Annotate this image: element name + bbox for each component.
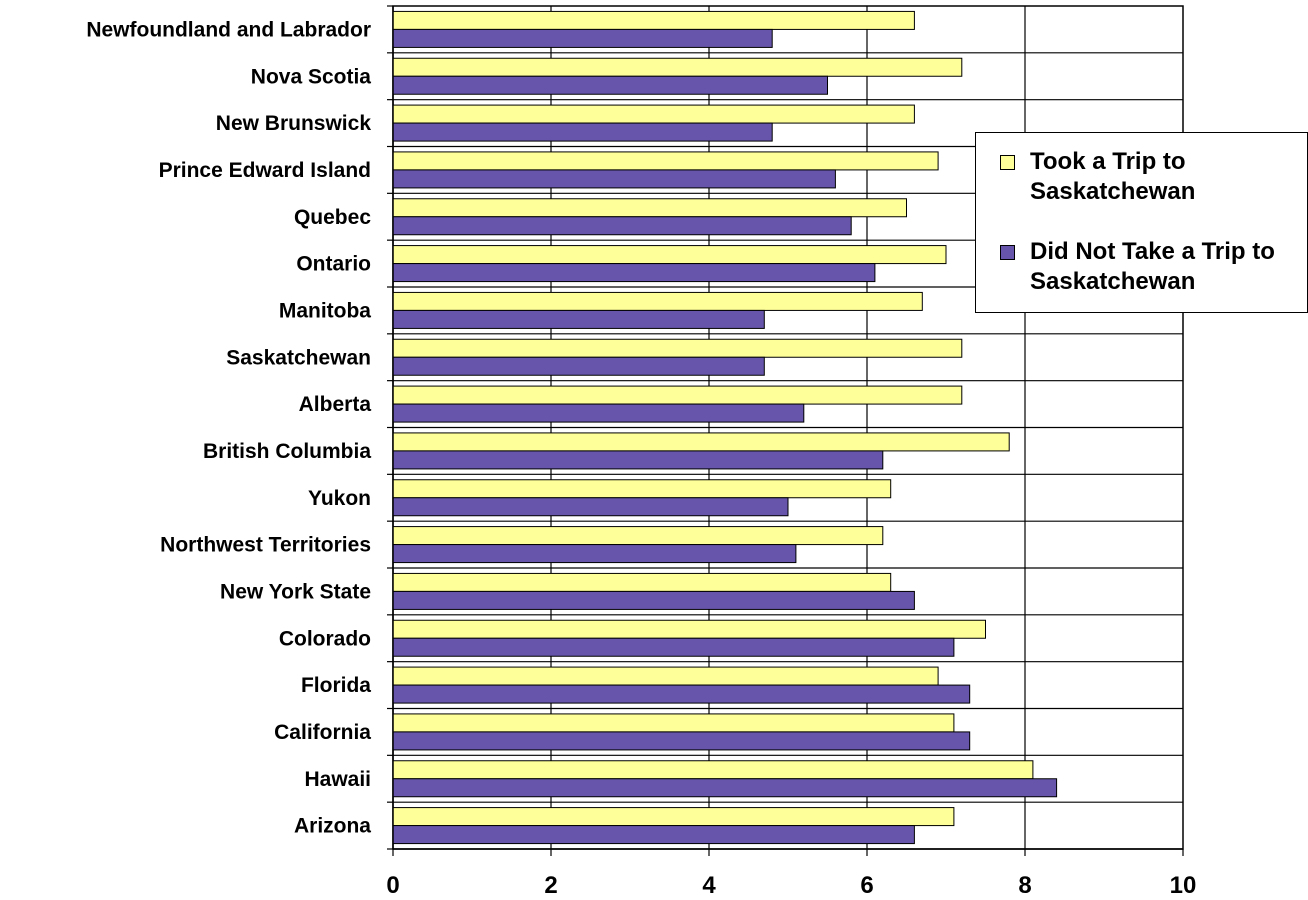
bar-nova-scotia-took-trip	[392, 57, 963, 77]
category-label-newfoundland-and-labrador: Newfoundland and Labrador	[86, 18, 371, 41]
bar-colorado-did-not-take-trip	[392, 637, 955, 657]
category-label-new-brunswick: New Brunswick	[216, 112, 372, 135]
bar-northwest-territories-took-trip	[392, 526, 884, 546]
bar-manitoba-took-trip	[392, 291, 923, 311]
x-tick-label-8: 8	[1018, 872, 1031, 899]
legend-swatch-did-not-take-trip	[1000, 245, 1015, 260]
x-tick-label-4: 4	[702, 872, 716, 899]
bar-nova-scotia-did-not-take-trip	[392, 75, 828, 95]
bar-hawaii-took-trip	[392, 760, 1034, 780]
bar-northwest-territories-did-not-take-trip	[392, 544, 797, 564]
category-label-yukon: Yukon	[308, 487, 371, 510]
category-label-saskatchewan: Saskatchewan	[226, 346, 371, 369]
bar-saskatchewan-did-not-take-trip	[392, 356, 765, 376]
category-label-quebec: Quebec	[294, 206, 371, 229]
bar-british-columbia-took-trip	[392, 432, 1010, 452]
bars	[392, 10, 1058, 845]
legend-swatch-took-trip	[1000, 155, 1015, 170]
bar-manitoba-did-not-take-trip	[392, 309, 765, 329]
bar-british-columbia-did-not-take-trip	[392, 450, 884, 470]
category-label-british-columbia: British Columbia	[203, 440, 371, 463]
bar-new-brunswick-did-not-take-trip	[392, 122, 773, 142]
category-label-nova-scotia: Nova Scotia	[251, 65, 372, 88]
bar-prince-edward-island-did-not-take-trip	[392, 169, 836, 189]
bar-yukon-took-trip	[392, 479, 892, 499]
bar-newfoundland-and-labrador-took-trip	[392, 10, 915, 30]
category-label-arizona: Arizona	[294, 815, 371, 838]
category-label-new-york-state: New York State	[220, 580, 371, 603]
category-label-alberta: Alberta	[299, 393, 372, 416]
category-label-ontario: Ontario	[296, 253, 371, 276]
bar-alberta-did-not-take-trip	[392, 403, 805, 423]
bar-newfoundland-and-labrador-did-not-take-trip	[392, 28, 773, 48]
x-tick-label-2: 2	[544, 872, 557, 899]
x-tick-label-0: 0	[386, 872, 399, 899]
bar-ontario-did-not-take-trip	[392, 263, 876, 283]
legend-item-did-not-take-trip: Did Not Take a Trip to Saskatchewan	[1000, 237, 1303, 297]
bar-saskatchewan-took-trip	[392, 338, 963, 358]
bar-prince-edward-island-took-trip	[392, 151, 939, 171]
bar-yukon-did-not-take-trip	[392, 497, 789, 517]
x-tick-label-6: 6	[860, 872, 873, 899]
bar-hawaii-did-not-take-trip	[392, 778, 1058, 798]
category-label-hawaii: Hawaii	[304, 768, 371, 791]
bar-new-brunswick-took-trip	[392, 104, 915, 124]
bar-ontario-took-trip	[392, 245, 947, 265]
category-label-florida: Florida	[301, 674, 371, 697]
bar-new-york-state-did-not-take-trip	[392, 590, 915, 610]
legend-item-took-trip: Took a Trip to Saskatchewan	[1000, 147, 1303, 207]
bar-quebec-did-not-take-trip	[392, 216, 852, 236]
bar-new-york-state-took-trip	[392, 572, 892, 592]
bar-florida-took-trip	[392, 666, 939, 686]
category-label-california: California	[274, 721, 371, 744]
legend-label-took-trip: Took a Trip to Saskatchewan	[1030, 148, 1196, 205]
labels: 0 2 4 6 8 10 Newfoundland and Labrador Nova Sco…	[86, 18, 1196, 899]
bar-colorado-took-trip	[392, 619, 986, 639]
bar-florida-did-not-take-trip	[392, 684, 971, 704]
bar-california-took-trip	[392, 713, 955, 733]
x-tick-label-10: 10	[1170, 872, 1197, 899]
category-label-colorado: Colorado	[279, 627, 371, 650]
bar-california-did-not-take-trip	[392, 731, 971, 751]
category-label-manitoba: Manitoba	[279, 299, 371, 322]
category-label-prince-edward-island: Prince Edward Island	[159, 159, 371, 182]
bar-quebec-took-trip	[392, 198, 907, 218]
axes	[387, 5, 1184, 856]
bar-arizona-took-trip	[392, 807, 955, 827]
category-label-northwest-territories: Northwest Territories	[160, 534, 371, 557]
legend: Took a Trip to Saskatchewan Did Not Take…	[975, 132, 1308, 313]
bar-alberta-took-trip	[392, 385, 963, 405]
legend-label-did-not-take-trip: Did Not Take a Trip to Saskatchewan	[1030, 238, 1275, 295]
bar-arizona-did-not-take-trip	[392, 825, 915, 845]
